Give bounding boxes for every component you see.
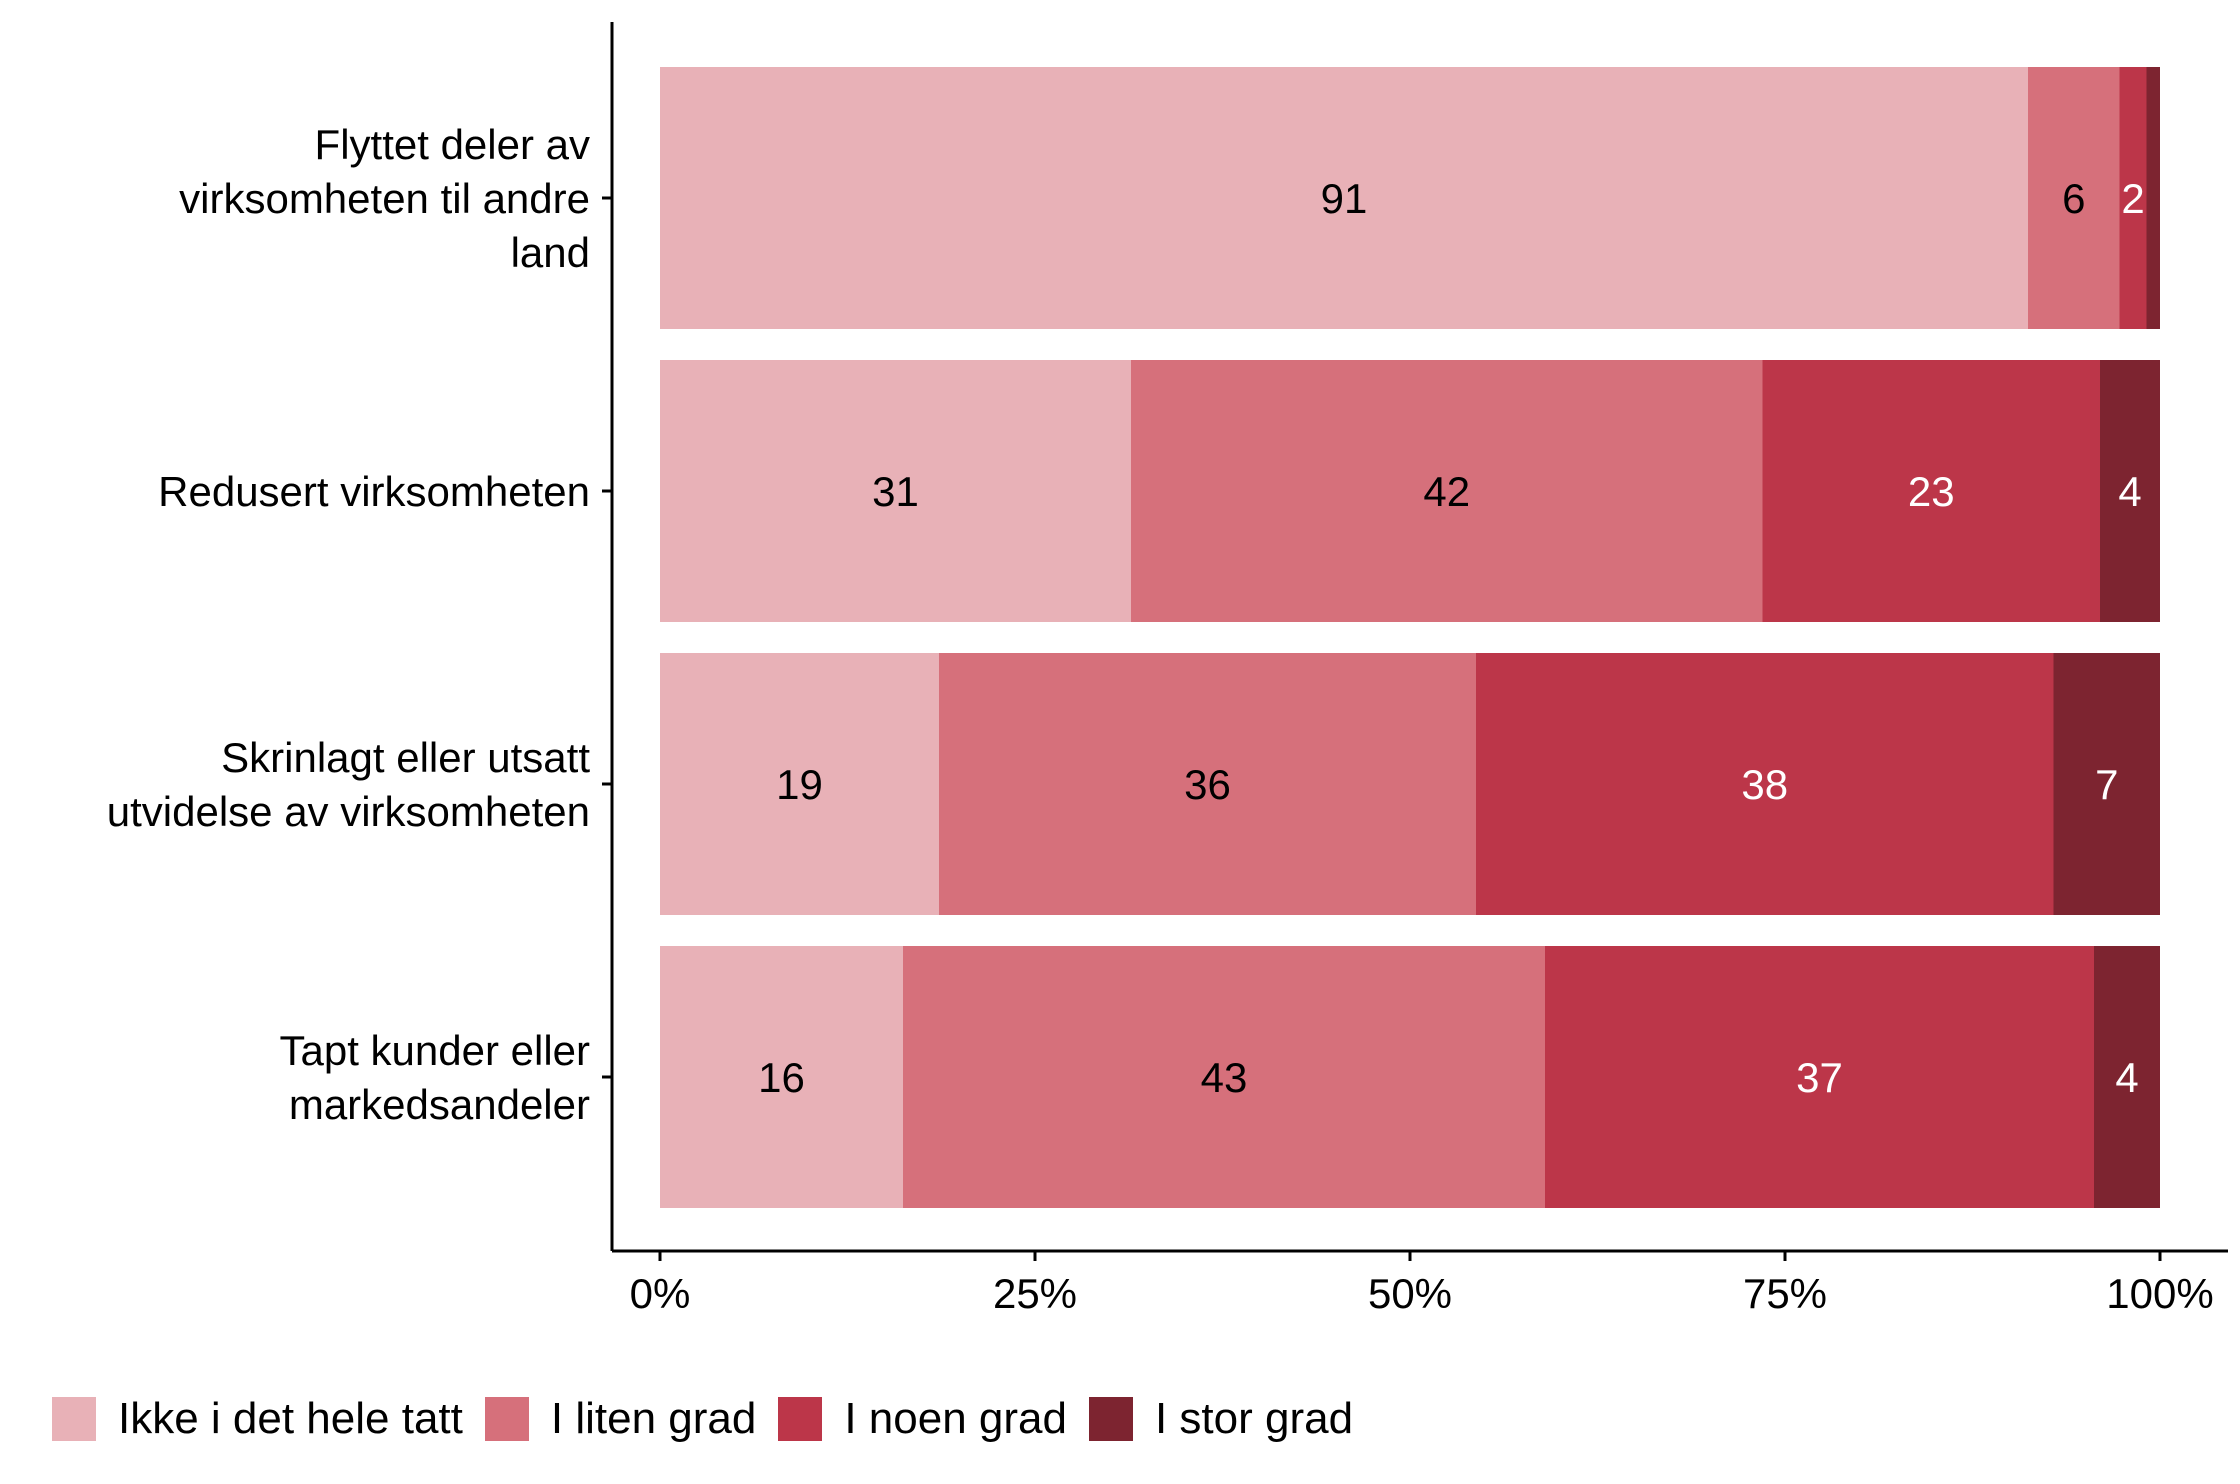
data-label: 2 [2121,175,2144,222]
data-label: 91 [1321,175,1368,222]
legend-item: Ikke i det hele tatt [52,1394,463,1444]
x-tick-label: 75% [1743,1270,1827,1317]
data-label: 4 [2115,1054,2138,1101]
category-label: land [511,229,590,276]
legend: Ikke i det hele tatt I liten grad I noen g… [52,1394,1375,1444]
bar-segment [660,67,2028,329]
x-tick-label: 25% [993,1270,1077,1317]
data-label: 7 [2095,761,2118,808]
x-tick-label: 50% [1368,1270,1452,1317]
category-label: Redusert virksomheten [158,468,590,515]
category-label: Flyttet deler av [315,121,590,168]
legend-label: I stor grad [1154,1394,1354,1443]
category-label: markedsandeler [289,1081,590,1128]
category-label: Tapt kunder eller [279,1027,590,1074]
category-label: Skrinlagt eller utsatt [221,734,590,781]
x-tick-label: 0% [630,1270,691,1317]
x-tick-label: 100% [2106,1270,2213,1317]
bar-segment [660,653,939,915]
data-label: 19 [776,761,823,808]
bar-segment [660,946,903,1208]
legend-swatch [484,1397,529,1441]
legend-item: I liten grad [484,1394,757,1444]
legend-item: I stor grad [1088,1394,1354,1444]
data-label: 36 [1184,761,1231,808]
data-label: 43 [1201,1054,1248,1101]
bar-segment [903,946,1545,1208]
bar-segment [2094,946,2160,1208]
legend-item: I noen grad [778,1394,1067,1444]
legend-label: I noen grad [844,1394,1067,1443]
legend-label: Ikke i det hele tatt [118,1394,463,1443]
legend-swatch [52,1397,96,1441]
category-label: utvidelse av virksomheten [107,788,590,835]
category-label: virksomheten til andre [179,175,590,222]
data-label: 16 [758,1054,805,1101]
data-label: 6 [2062,175,2085,222]
data-label: 37 [1796,1054,1843,1101]
bar-segment [1131,360,1763,622]
legend-swatch [1088,1397,1133,1441]
bar-segment [939,653,1476,915]
bar-segment [2146,67,2160,329]
legend-swatch [778,1397,823,1441]
bar-segment [2053,653,2160,915]
bar-segment [2119,67,2147,329]
bar-segment [1476,653,2054,915]
bar-segment [2028,67,2120,329]
data-label: 38 [1741,761,1788,808]
bar-segment [1762,360,2100,622]
data-label: 31 [872,468,919,515]
bar-segment [2100,360,2160,622]
bar-segment [660,360,1131,622]
data-label: 42 [1423,468,1470,515]
data-label: 4 [2118,468,2141,515]
legend-label: I liten grad [550,1394,757,1443]
bar-segment [1545,946,2094,1208]
data-label: 23 [1908,468,1955,515]
